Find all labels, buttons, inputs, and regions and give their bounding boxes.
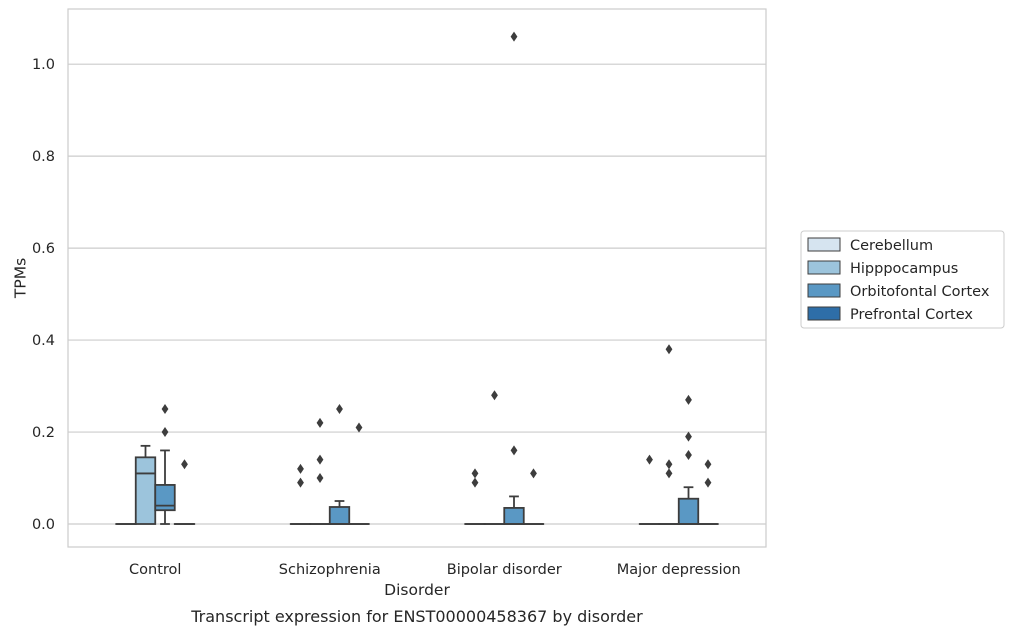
box-body	[134, 456, 157, 525]
x-tick-label: Major depression	[617, 562, 741, 578]
x-axis-label: Disorder	[384, 581, 450, 599]
x-tick-label: Bipolar disorder	[447, 562, 562, 578]
box-prefrontal-cortex	[697, 459, 719, 525]
box-cerebellum	[464, 468, 486, 525]
box-hipppocampus	[134, 444, 157, 525]
legend-label: Orbitofontal Cortex	[850, 284, 990, 300]
outlier-point	[355, 422, 363, 433]
boxes	[115, 31, 719, 525]
y-axis-label: TPMs	[11, 258, 29, 299]
outlier-point	[704, 477, 712, 488]
outlier-point	[161, 404, 169, 415]
box-body	[328, 506, 351, 525]
box-prefrontal-cortex	[348, 422, 370, 525]
y-tick-label: 0.8	[32, 149, 55, 165]
outlier-point	[471, 468, 479, 479]
x-tick-label: Control	[129, 562, 181, 578]
box-orbitofontal-cortex	[154, 404, 176, 525]
y-tick-label: 0.2	[32, 425, 55, 441]
box-prefrontal-cortex	[173, 459, 196, 525]
box-orbitofontal-cortex	[677, 394, 700, 525]
outlier-point	[297, 463, 304, 474]
outlier-point	[316, 473, 324, 484]
outlier-point	[685, 431, 692, 442]
gridlines	[68, 63, 766, 525]
outlier-point	[336, 404, 343, 415]
x-tick-label: Schizophrenia	[279, 562, 381, 578]
legend-label: Cerebellum	[850, 238, 933, 254]
y-tick-label: 0.6	[32, 241, 55, 257]
outlier-point	[646, 454, 653, 465]
outlier-point	[665, 468, 673, 479]
outlier-point	[181, 459, 188, 470]
box-hipppocampus	[658, 344, 680, 525]
box-prefrontal-cortex	[522, 468, 545, 525]
legend-label: Hipppocampus	[850, 261, 958, 277]
outlier-point	[471, 477, 479, 488]
box-body	[154, 484, 176, 512]
outlier-point	[685, 394, 692, 405]
legend-swatch	[807, 237, 841, 252]
outlier-point	[491, 390, 498, 401]
legend-label: Prefrontal Cortex	[850, 307, 973, 323]
box-hipppocampus	[483, 390, 506, 525]
legend-swatch	[807, 260, 841, 275]
box-cerebellum	[289, 463, 312, 525]
outlier-point	[510, 445, 518, 456]
outlier-point	[297, 477, 304, 488]
box-orbitofontal-cortex	[503, 31, 525, 525]
x-tick-labels: Control Schizophrenia Bipolar disorder Majo…	[129, 562, 741, 578]
outlier-point	[665, 459, 673, 470]
legend: Cerebellum Hipppocampus Orbitofontal Corte…	[800, 230, 1005, 329]
y-tick-label: 1.0	[32, 57, 55, 73]
outlier-point	[161, 427, 169, 438]
box-orbitofontal-cortex	[328, 404, 351, 525]
y-tick-label: 0.4	[32, 333, 55, 349]
legend-swatch	[807, 283, 841, 298]
chart-caption: Transcript expression for ENST0000045836…	[190, 607, 643, 626]
box-body	[503, 507, 525, 525]
y-tick-labels: 0.0 0.2 0.4 0.6 0.8 1.0	[32, 57, 55, 533]
box-body	[677, 497, 700, 525]
outlier-point	[665, 344, 673, 355]
outlier-point	[685, 450, 692, 461]
outlier-point	[316, 417, 324, 428]
outlier-point	[530, 468, 537, 479]
outlier-point	[316, 454, 324, 465]
legend-swatch	[807, 306, 841, 321]
outlier-point	[510, 31, 518, 42]
box-cerebellum	[638, 454, 661, 525]
outlier-point	[704, 459, 712, 470]
plot-frame	[67, 8, 767, 548]
y-tick-label: 0.0	[32, 517, 55, 533]
box-hipppocampus	[309, 417, 331, 525]
legend-frame	[800, 230, 1005, 329]
